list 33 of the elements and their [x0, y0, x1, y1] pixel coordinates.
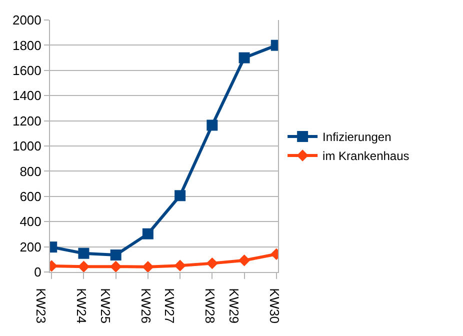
point	[110, 249, 122, 260]
y-tick-label: 1800	[12, 38, 42, 53]
point	[78, 248, 90, 259]
point	[142, 260, 154, 272]
y-tick-label: 2000	[12, 12, 42, 28]
point	[238, 52, 250, 64]
y-tick-label: 200	[20, 239, 42, 254]
y-tick-label: 1400	[12, 88, 42, 104]
y-tick-label: 1600	[12, 62, 42, 78]
legend-label: Infizierungen	[322, 130, 392, 144]
x-tick-label: KW25	[98, 288, 113, 324]
x-tick-label: KW24	[74, 288, 90, 324]
point	[174, 260, 186, 272]
y-tick-label: 0	[34, 264, 42, 280]
x-tick-label: KW30	[266, 288, 282, 324]
point	[110, 260, 122, 272]
point	[174, 190, 186, 202]
point	[142, 228, 154, 240]
x-tick-label: KW23	[34, 288, 49, 324]
x-tick-label: KW29	[226, 288, 242, 324]
y-tick-label: 400	[20, 214, 42, 230]
point	[238, 254, 250, 266]
x-tick-label: KW27	[162, 288, 178, 324]
point	[78, 260, 90, 272]
y-tick-label: 800	[20, 164, 42, 179]
y-tick-label: 1000	[12, 138, 42, 154]
y-tick-label: 1200	[12, 113, 42, 128]
x-tick-label: KW26	[138, 288, 154, 324]
point	[206, 120, 218, 131]
point	[206, 257, 218, 270]
legend-label: im Krankenhaus	[322, 149, 410, 164]
y-tick-label: 600	[20, 188, 42, 204]
x-tick-label: KW28	[202, 288, 218, 324]
